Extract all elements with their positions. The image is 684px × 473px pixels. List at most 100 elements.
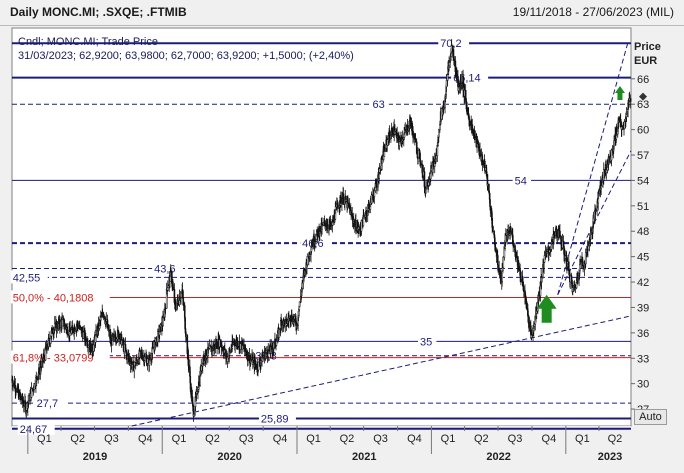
y-axis-unit: EUR [634,55,657,67]
candle-body [64,323,66,327]
x-quarter-label: Q3 [239,433,254,445]
candle-body [35,376,38,380]
candle-body [579,259,582,263]
candle-body [572,287,574,292]
level-label-bg [152,261,183,275]
candle-body [347,202,350,206]
candle-body [445,80,448,88]
candle-body [208,345,211,349]
level-label: 35 [420,336,432,348]
candle-body [489,206,492,211]
candle-body [471,124,474,134]
candle-body [417,150,420,158]
x-quarter-label: Q3 [373,433,388,445]
chart-legend: Cndl; MONC.MI; Trade Price 31/03/2023; 6… [18,36,354,62]
candle-body [257,361,260,371]
level-label-bg [258,411,296,425]
x-year-label: 2023 [598,451,622,463]
candle-body [502,267,504,272]
candle-body [273,342,275,349]
candle-body [497,264,499,269]
level-label-bg [34,396,66,410]
candle-body [502,256,505,269]
x-quarter-label: Q4 [542,433,557,445]
candle-body [206,355,208,358]
candle-body [510,231,512,233]
candle-body [46,343,48,349]
candle-body [260,360,262,363]
y-tick-label: 63 [637,99,649,111]
candle-body [139,351,141,358]
candle-body [381,159,383,164]
candle-body [535,310,538,314]
candle-body [244,350,247,352]
level-label-bg [10,290,110,304]
candle-body [100,316,102,318]
candle-body [559,230,561,237]
level-label-bg [17,421,55,435]
candle-body [453,59,456,62]
candle-body [188,365,190,368]
candle-body [533,323,536,327]
level-label: 63 [373,99,385,111]
candle-body [610,149,613,161]
candle-body [587,245,590,251]
candle-body [590,232,592,234]
candle-body [474,130,476,140]
candle-body [167,285,169,288]
candle-body [128,358,131,363]
y-tick-label: 30 [637,379,649,391]
x-quarter-label: Q1 [37,433,52,445]
level-label-bg [10,350,110,364]
x-quarter-label: Q4 [407,433,422,445]
candle-body [427,181,430,186]
candle-body [30,388,33,398]
candle-body [401,139,404,142]
x-quarter-label: Q1 [575,433,590,445]
x-quarter-label: Q1 [306,433,321,445]
candle-body [131,364,133,368]
level-label-bg [418,334,437,348]
candle-body [496,255,499,266]
candle-body [275,341,278,346]
candle-body [180,292,182,298]
candle-body [72,327,74,333]
level-label-bg [300,236,331,250]
candle-body [342,193,345,204]
auto-scale-button[interactable]: Auto [634,409,667,425]
candle-body [435,155,438,160]
candle-body [608,156,610,158]
x-quarter-label: Q2 [608,433,623,445]
candle-body [399,137,401,140]
candle-body [187,358,190,366]
candle-body [247,351,249,361]
candle-body [239,343,242,350]
candle-body [489,199,491,207]
candle-body [193,413,195,417]
candle-body [409,116,412,122]
x-quarter-label: Q4 [273,433,288,445]
candle-body [61,319,63,327]
up-arrow-icon [536,294,557,323]
y-tick-label: 54 [637,175,649,187]
candle-body [157,331,159,343]
candle-body [162,317,164,326]
trend-line [557,40,629,295]
candle-body [517,266,520,271]
candle-body [200,365,203,372]
candle-body [386,139,389,146]
candle-body [350,210,352,215]
level-label: 25,89 [261,413,289,425]
candle-body [167,287,169,291]
candle-body [623,121,626,129]
x-quarter-label: Q1 [172,433,187,445]
y-tick-label: 60 [637,125,649,137]
level-label: 54 [515,175,527,187]
candle-body [360,220,363,232]
candle-body [15,391,17,393]
x-quarter-label: Q2 [340,433,355,445]
candle-body [102,314,105,317]
candle-body [613,140,615,147]
level-label: 61,8% - 33,0799 [13,353,94,365]
